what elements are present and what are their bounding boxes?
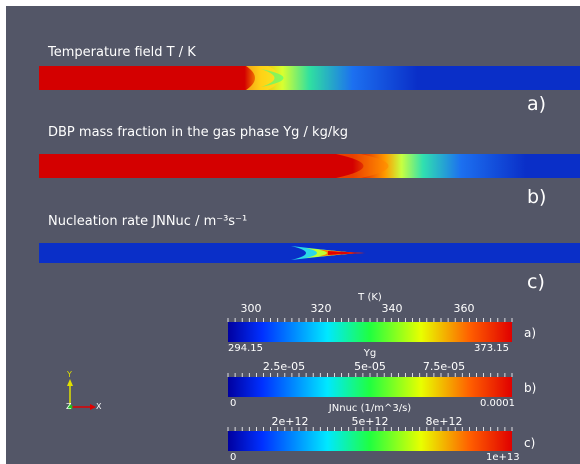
colorbar-c-min: 0	[230, 452, 237, 463]
axes-triad	[67, 379, 96, 410]
colorbar-c-tick: 8e+12	[425, 415, 463, 428]
colorbar-c-tick: 2e+12	[271, 415, 309, 428]
colorbar-c-letter: c)	[524, 436, 536, 450]
colorbar-c-tick: 5e+12	[351, 415, 389, 428]
colorbar-a-tick: 300	[240, 302, 262, 315]
colorbar-c-title: JNnuc (1/m^3/s)	[328, 403, 412, 414]
colorbar-b-letter: b)	[524, 381, 537, 395]
render-viewport[interactable]: Temperature field T / K a) DBP mass frac…	[6, 6, 580, 464]
colorbar-a-letter: a)	[524, 326, 537, 340]
colorbar-a-title: T (K)	[358, 292, 382, 303]
colorbar-a-tick: 320	[310, 302, 332, 315]
colorbar-b-gradient	[228, 377, 512, 397]
axis-x-label: X	[96, 402, 102, 411]
panel-a-label: a)	[527, 93, 547, 115]
axis-z-label: Z	[66, 402, 72, 411]
colorbar-a-tick: 340	[381, 302, 403, 315]
axis-y-label: Y	[67, 370, 72, 379]
panel-c-label: c)	[527, 271, 545, 293]
colorbar-c-max: 1e+13	[486, 452, 520, 463]
temperature-field	[39, 66, 580, 90]
colorbar-b-title: Yg	[363, 348, 377, 359]
colorbar-a-tick: 360	[453, 302, 475, 315]
panel-b-caption: DBP mass fraction in the gas phase Yg / …	[48, 125, 348, 140]
colorbar-a-gradient	[228, 322, 512, 342]
colorbar-b-tick: 5e-05	[354, 360, 386, 373]
colorbar-tick-marks	[227, 318, 513, 431]
colorbar-a-max: 373.15	[474, 343, 509, 354]
nucleation-rate-field	[39, 243, 580, 263]
colorbar-b-tick: 2.5e-05	[262, 360, 306, 373]
colorbar-b-max: 0.0001	[480, 398, 515, 409]
colorbar-a-min: 294.15	[228, 343, 263, 354]
panel-a-caption: Temperature field T / K	[48, 45, 196, 60]
colorbar-b-tick: 7.5e-05	[422, 360, 466, 373]
field-render	[39, 66, 580, 451]
colorbar-c-gradient	[228, 431, 512, 451]
gas-mass-fraction-field	[39, 154, 580, 178]
panel-c-caption: Nucleation rate JNNuc / m⁻³s⁻¹	[48, 214, 248, 229]
panel-b-label: b)	[527, 186, 547, 208]
colorbar-b-min: 0	[230, 398, 237, 409]
